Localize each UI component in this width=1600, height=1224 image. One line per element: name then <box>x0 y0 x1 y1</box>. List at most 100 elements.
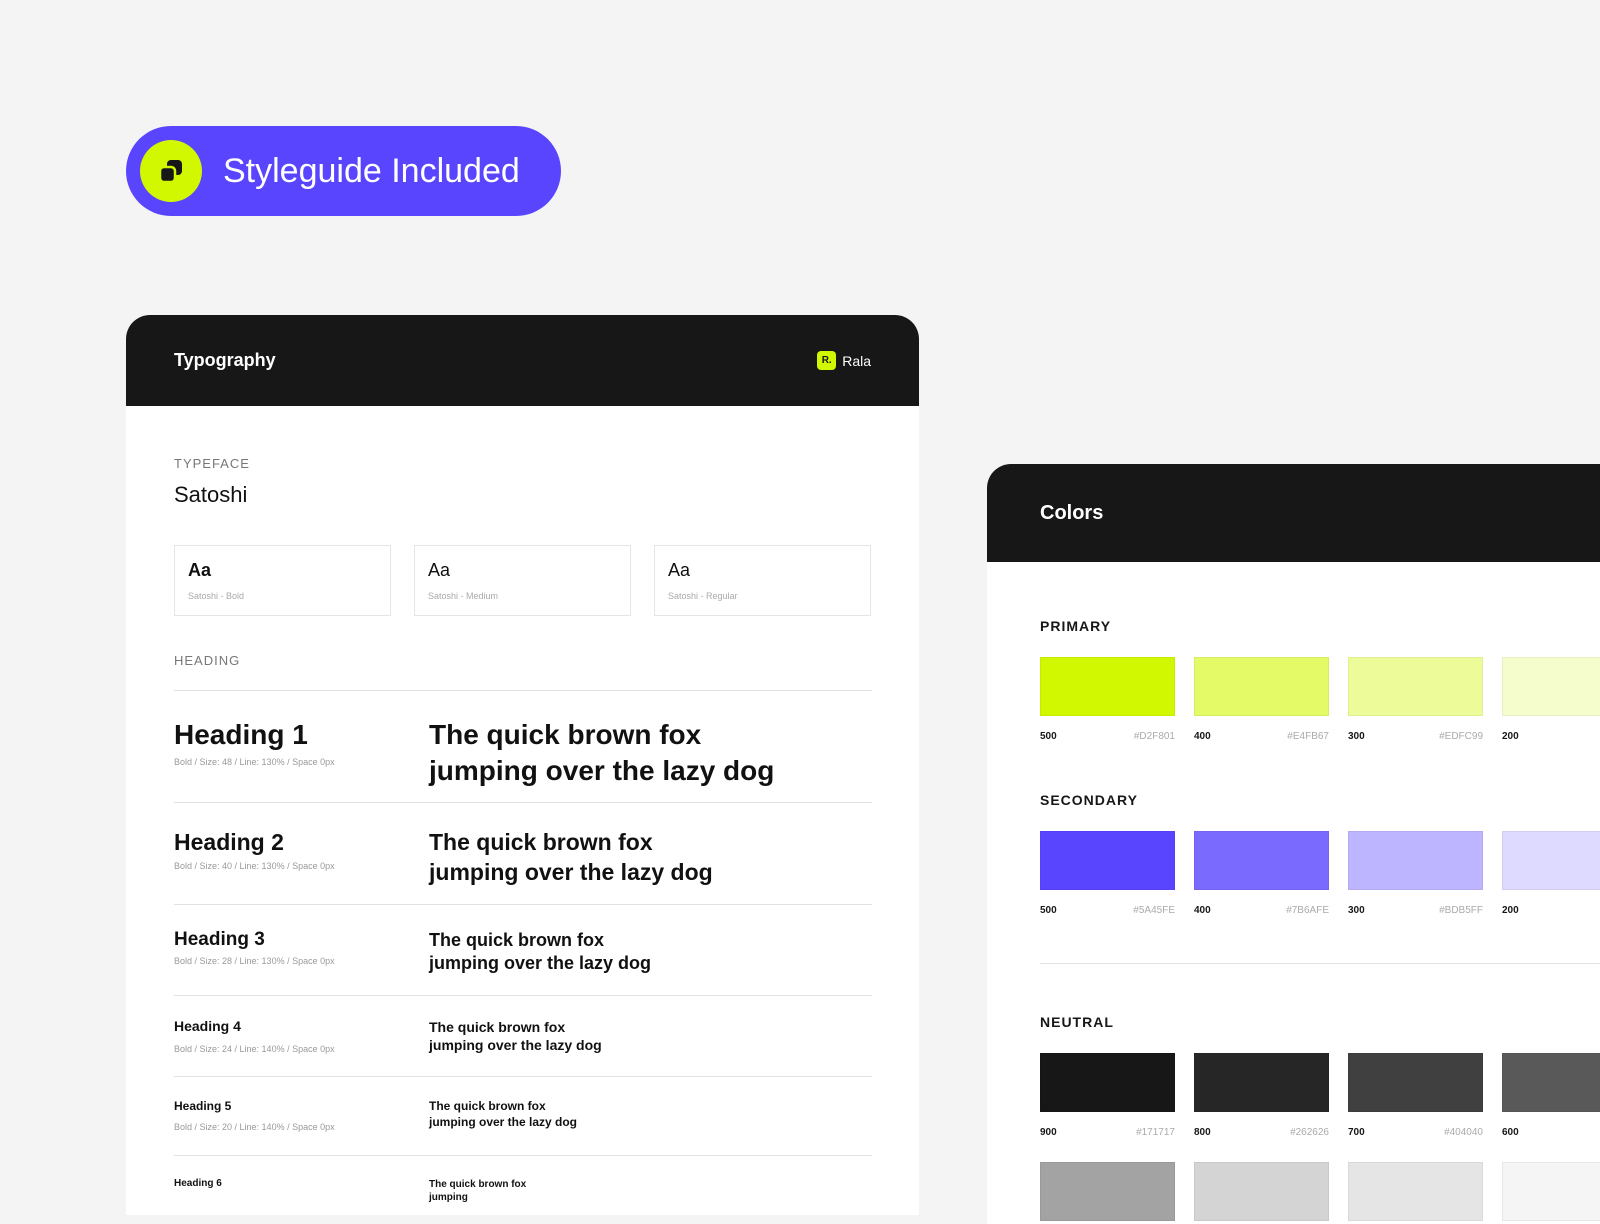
heading-sample: The quick brown fox jumping over the laz… <box>429 930 652 974</box>
color-group-label: NEUTRAL <box>1040 1014 1114 1030</box>
color-swatch[interactable]: 700 #404040 <box>1348 1053 1483 1138</box>
swatch-hex: #404040 <box>1444 1127 1483 1138</box>
color-swatch[interactable]: 600 <box>1502 1053 1600 1138</box>
swatch-meta: 500 #D2F801 <box>1040 731 1175 742</box>
swatch-level: 700 <box>1348 1127 1365 1138</box>
heading-name: Heading 2 <box>174 829 284 855</box>
swatch-hex: #BDB5FF <box>1439 905 1483 916</box>
heading-sample: The quick brown fox jumping over the laz… <box>429 1099 578 1129</box>
brand: R. Rala <box>817 351 871 370</box>
swatch-meta: 700 #404040 <box>1348 1127 1483 1138</box>
swatch-fill <box>1040 831 1175 890</box>
heading-row: Heading 1 Bold / Size: 48 / Line: 130% / … <box>174 691 872 803</box>
color-swatch[interactable]: 900 #171717 <box>1040 1053 1175 1138</box>
colors-header: Colors <box>987 464 1600 562</box>
heading-row: Heading 2 Bold / Size: 40 / Line: 130% / … <box>174 803 872 905</box>
typography-card: Typography R. Rala TYPEFACE Satoshi Aa Sa… <box>126 315 919 1215</box>
font-name: Satoshi - Regular <box>668 591 738 601</box>
color-swatch <box>1040 1162 1175 1221</box>
font-sample: Aa <box>428 560 451 580</box>
swatch-level: 400 <box>1194 905 1211 916</box>
heading-name: Heading 3 <box>174 929 265 950</box>
heading-spec: Bold / Size: 20 / Line: 140% / Space 0px <box>174 1122 335 1132</box>
heading-spec: Bold / Size: 40 / Line: 130% / Space 0px <box>174 861 335 871</box>
color-swatch[interactable]: 500 #5A45FE <box>1040 831 1175 916</box>
swatch-meta: 900 #171717 <box>1040 1127 1175 1138</box>
heading-row: Heading 4 Bold / Size: 24 / Line: 140% / … <box>174 996 872 1077</box>
font-weight-boxes: Aa Satoshi - Bold Aa Satoshi - Medium Aa Sato… <box>174 545 871 616</box>
font-sample: Aa <box>188 560 212 580</box>
heading-name: Heading 5 <box>174 1099 232 1113</box>
swatch-row: 500 #5A45FE 400 #7B6AFE 300 #BDB5FF 200 <box>1040 831 1600 916</box>
swatch-fill <box>1194 657 1329 716</box>
color-swatch[interactable]: 500 #D2F801 <box>1040 657 1175 742</box>
swatch-row: 900 #171717 800 #262626 700 #404040 600 <box>1040 1053 1600 1138</box>
color-swatch[interactable]: 300 #BDB5FF <box>1348 831 1483 916</box>
heading-row: Heading 6 The quick brown fox jumping <box>174 1156 872 1215</box>
color-swatch[interactable]: 800 #262626 <box>1194 1053 1329 1138</box>
swatch-level: 800 <box>1194 1127 1211 1138</box>
heading-sample: The quick brown fox jumping over the laz… <box>429 719 775 787</box>
swatch-level: 300 <box>1348 731 1365 742</box>
heading-name: Heading 1 <box>174 719 308 750</box>
swatch-meta: 300 #BDB5FF <box>1348 905 1483 916</box>
color-swatch[interactable]: 400 #E4FB67 <box>1194 657 1329 742</box>
swatch-hex: #7B6AFE <box>1286 905 1329 916</box>
color-group-label: SECONDARY <box>1040 792 1138 808</box>
swatch-level: 400 <box>1194 731 1211 742</box>
swatch-hex: #171717 <box>1136 1127 1175 1138</box>
heading-sample: The quick brown fox jumping over the laz… <box>429 1019 602 1054</box>
color-swatch[interactable]: 200 <box>1502 831 1600 916</box>
swatch-meta: 300 #EDFC99 <box>1348 731 1483 742</box>
color-swatch <box>1502 1162 1600 1221</box>
swatch-fill <box>1040 657 1175 716</box>
swatch-hex: #E4FB67 <box>1287 731 1329 742</box>
heading-spec: Bold / Size: 48 / Line: 130% / Space 0px <box>174 757 335 767</box>
swatch-fill <box>1348 1053 1483 1112</box>
colors-card: Colors PRIMARY 500 #D2F801 400 #E4FB67 300 #ED… <box>987 464 1600 1224</box>
swatch-meta: 500 #5A45FE <box>1040 905 1175 916</box>
typeface-name: Satoshi <box>174 482 248 507</box>
swatch-fill <box>1348 831 1483 890</box>
swatch-level: 200 <box>1502 731 1519 742</box>
swatch-fill <box>1502 657 1600 716</box>
divider <box>1040 963 1600 964</box>
swatch-hex: #EDFC99 <box>1439 731 1483 742</box>
swatch-hex: #262626 <box>1290 1127 1329 1138</box>
color-swatch[interactable]: 400 #7B6AFE <box>1194 831 1329 916</box>
color-swatch <box>1348 1162 1483 1221</box>
swatch-meta: 200 <box>1502 905 1600 916</box>
typography-header: Typography R. Rala <box>126 315 919 406</box>
heading-rows: Heading 1 Bold / Size: 48 / Line: 130% / … <box>174 690 872 1215</box>
swatch-fill <box>1348 657 1483 716</box>
heading-row: Heading 5 Bold / Size: 20 / Line: 140% / … <box>174 1077 872 1156</box>
swatch-meta: 600 <box>1502 1127 1600 1138</box>
heading-sample: The quick brown fox jumping over the laz… <box>429 829 713 885</box>
swatch-fill <box>1502 1162 1600 1221</box>
typeface-label: TYPEFACE <box>174 456 250 471</box>
swatch-meta: 400 #7B6AFE <box>1194 905 1329 916</box>
swatch-fill <box>1348 1162 1483 1221</box>
swatch-fill <box>1194 1162 1329 1221</box>
swatch-meta: 800 #262626 <box>1194 1127 1329 1138</box>
typography-title: Typography <box>174 350 276 370</box>
styleguide-badge: Styleguide Included <box>126 126 561 216</box>
font-sample: Aa <box>668 560 691 580</box>
brand-logo: R. <box>817 351 837 370</box>
swatch-fill <box>1040 1053 1175 1112</box>
swatch-meta: 200 <box>1502 731 1600 742</box>
color-swatch[interactable]: 200 <box>1502 657 1600 742</box>
swatch-row <box>1040 1162 1600 1221</box>
swatch-level: 900 <box>1040 1127 1057 1138</box>
swatch-fill <box>1194 1053 1329 1112</box>
swatch-meta: 400 #E4FB67 <box>1194 731 1329 742</box>
swatch-fill <box>1040 1162 1175 1221</box>
font-name: Satoshi - Medium <box>428 591 499 601</box>
swatch-hex: #D2F801 <box>1133 731 1175 742</box>
heading-label: HEADING <box>174 653 241 668</box>
font-box: Aa Satoshi - Medium <box>414 545 631 616</box>
color-swatch[interactable]: 300 #EDFC99 <box>1348 657 1483 742</box>
heading-spec: Bold / Size: 24 / Line: 140% / Space 0px <box>174 1044 335 1054</box>
heading-name: Heading 6 <box>174 1178 222 1189</box>
heading-row: Heading 3 Bold / Size: 28 / Line: 130% / … <box>174 905 872 996</box>
